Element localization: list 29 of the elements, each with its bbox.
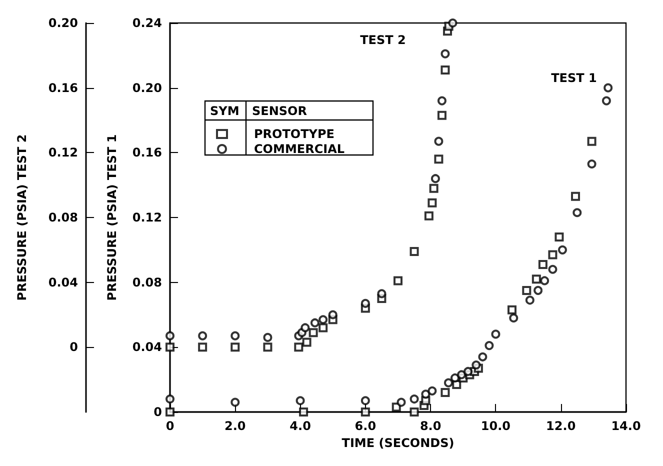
legend-label: PROTOTYPE [254, 127, 334, 141]
y2-tick-label: 0.04 [48, 275, 78, 290]
y2-tick-label: 0.20 [48, 16, 78, 30]
y-tick-label: 0.16 [132, 146, 162, 160]
annotation: TEST 2 [360, 33, 406, 47]
x-tick-label: 4.0 [290, 419, 311, 433]
y-tick-label: 0.08 [132, 275, 162, 290]
annotation: TEST 1 [551, 71, 597, 85]
y-tick-label: 0.04 [132, 340, 162, 354]
legend-label: COMMERCIAL [254, 142, 345, 156]
x-tick-label: 10.0 [480, 419, 511, 433]
y2-tick-label: 0.16 [48, 80, 78, 95]
y-tick-label: 0.24 [132, 16, 162, 30]
x-tick-label: 12.0 [546, 419, 576, 433]
x-tick-label: 6.0 [354, 419, 376, 433]
legend-title: SYM SENSOR [210, 104, 307, 118]
x-tick-label: 8.0 [420, 419, 442, 433]
x-tick-label: 14.0 [611, 419, 641, 433]
y2-tick-label: 0 [70, 340, 78, 354]
y-tick-label: 0.20 [132, 80, 162, 95]
y2-tick-label: 0.08 [48, 210, 78, 224]
x-axis-title: TIME (SECONDS) [342, 436, 454, 450]
x-tick-label: 0 [166, 419, 174, 433]
y-tick-label: 0.12 [132, 210, 162, 224]
y2-axis-title: PRESSURE (PSIA) TEST 2 [15, 134, 29, 301]
y2-tick-label: 0.12 [48, 146, 78, 160]
y-tick-label: 0 [154, 405, 162, 419]
y-axis-title: PRESSURE (PSIA) TEST 1 [105, 134, 119, 301]
x-tick-label: 2.0 [224, 419, 246, 433]
